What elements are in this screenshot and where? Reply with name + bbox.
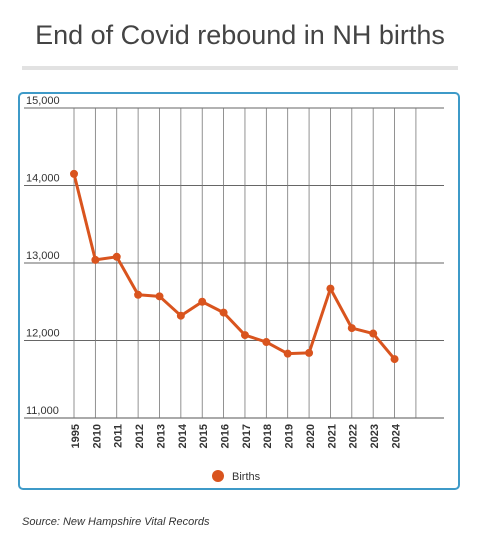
- x-tick-label: 2016: [219, 424, 231, 448]
- x-tick-label: 2015: [198, 424, 210, 448]
- data-point: [198, 297, 207, 306]
- y-tick-label: 11,000: [26, 405, 59, 417]
- data-point: [91, 255, 100, 264]
- y-tick-label: 13,000: [26, 250, 60, 262]
- source-note: Source: New Hampshire Vital Records: [22, 516, 210, 528]
- data-point: [176, 311, 185, 320]
- series-births: [70, 169, 399, 364]
- chart-frame: [18, 92, 460, 490]
- data-point: [70, 169, 78, 178]
- y-tick-label: 15,000: [26, 95, 60, 107]
- y-tick-label: 12,000: [26, 328, 60, 340]
- x-tick-label: 2014: [177, 423, 189, 448]
- data-point: [369, 329, 378, 338]
- data-point: [112, 252, 121, 261]
- x-tick-label: 2010: [91, 424, 103, 448]
- y-tick-label: 14,000: [26, 173, 60, 185]
- data-point: [305, 348, 314, 357]
- y-axis-ticks: 11,000 12,000 13,000 14,000 15,000: [26, 95, 60, 417]
- x-axis-ticks: 1995 2010 2011 2012 2013 2014 2015 2016 2017 2018…: [70, 423, 403, 448]
- x-tick-label: 2012: [134, 424, 146, 448]
- chart-title: End of Covid rebound in NH births: [35, 20, 445, 50]
- data-point: [326, 284, 335, 293]
- x-tick-label: 2013: [155, 424, 167, 448]
- x-tick-label: 2021: [326, 424, 338, 448]
- data-point: [155, 292, 164, 301]
- x-tick-label: 2018: [262, 424, 274, 448]
- x-tick-label: 2019: [284, 424, 296, 448]
- data-point: [262, 338, 271, 347]
- legend-label: Births: [232, 471, 261, 483]
- legend: Births: [212, 470, 261, 483]
- x-tick-label: 2023: [369, 424, 381, 448]
- gridlines: [24, 107, 444, 419]
- title-divider: [22, 66, 458, 70]
- x-tick-label: 2022: [348, 424, 360, 448]
- x-tick-label: 2024: [390, 423, 402, 448]
- x-tick-label: 2011: [113, 424, 125, 448]
- data-point: [390, 355, 399, 364]
- data-point: [347, 324, 356, 333]
- data-point: [283, 349, 292, 358]
- data-point: [219, 308, 228, 317]
- legend-marker: [212, 470, 224, 482]
- x-tick-label: 2017: [241, 424, 253, 448]
- x-tick-label: 1995: [70, 424, 82, 448]
- series-line: [72, 173, 396, 361]
- x-tick-label: 2020: [305, 424, 317, 448]
- data-point: [240, 331, 249, 340]
- data-point: [134, 290, 143, 299]
